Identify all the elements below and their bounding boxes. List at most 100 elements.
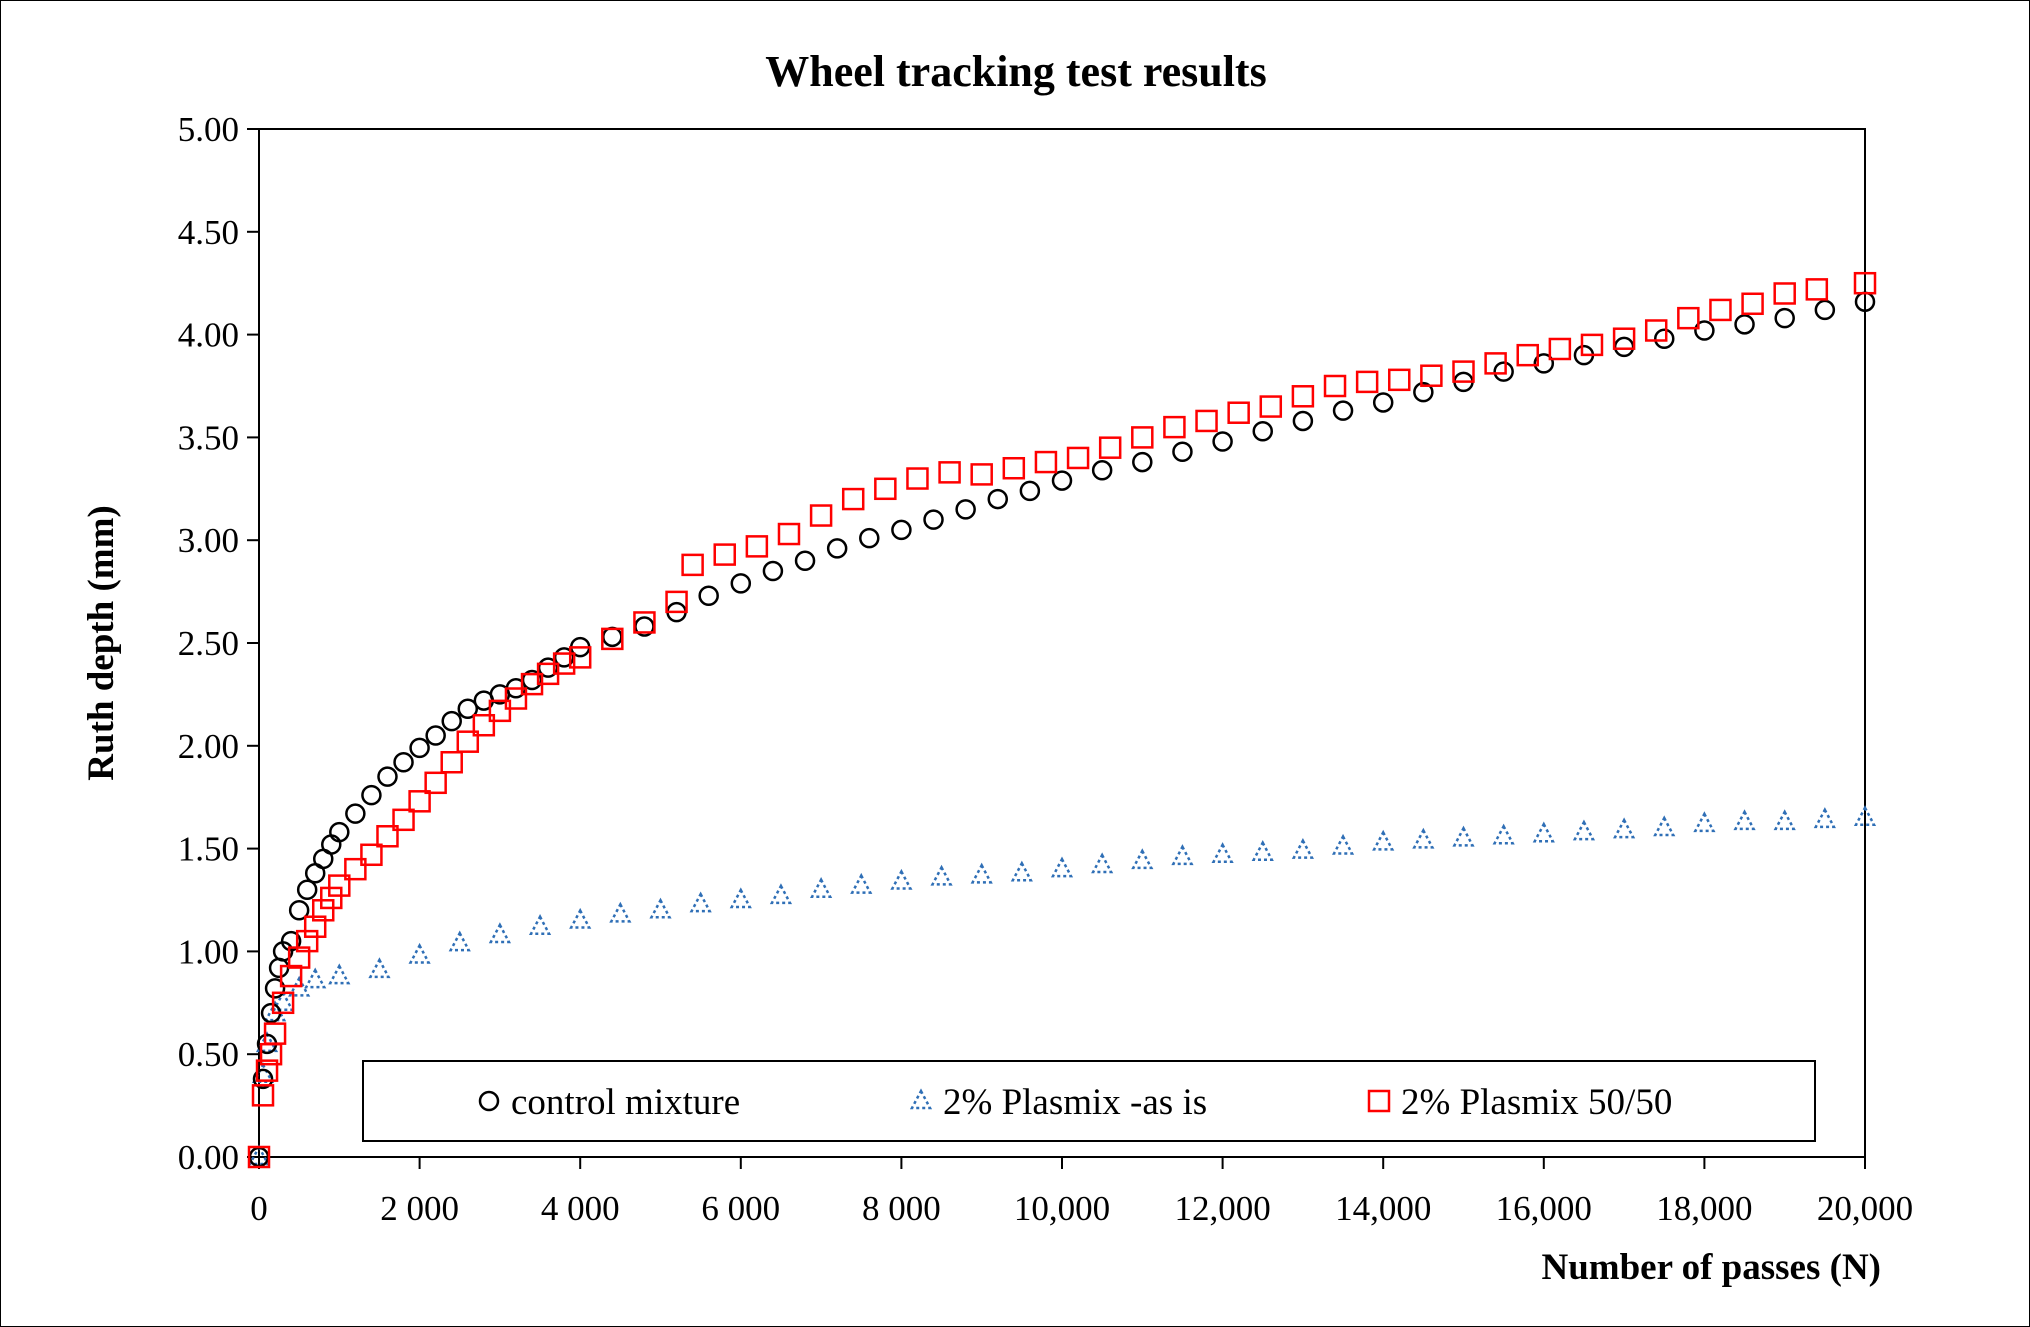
data-point: [689, 891, 712, 913]
data-point: [488, 922, 511, 944]
data-point: [1612, 327, 1636, 350]
data-point: [1492, 823, 1515, 845]
data-point: [345, 803, 366, 824]
data-point: [264, 978, 286, 999]
data-point: [1131, 426, 1154, 449]
data-point: [329, 821, 350, 843]
data-point: [1259, 395, 1283, 418]
legend-marker: [478, 1090, 500, 1112]
data-point: [1644, 319, 1668, 342]
data-point: [1172, 441, 1193, 463]
data-point: [698, 585, 719, 606]
data-point: [568, 646, 592, 669]
x-tick-label: 18,000: [1656, 1189, 1752, 1228]
data-point: [681, 553, 704, 577]
legend-box: [362, 1060, 1816, 1142]
x-tick-label: 12,000: [1174, 1189, 1270, 1228]
x-tick-label: 6 000: [701, 1189, 780, 1228]
data-point: [1653, 815, 1676, 837]
data-point: [810, 877, 833, 898]
data-point: [938, 461, 961, 484]
data-point: [1019, 480, 1041, 502]
data-point: [1227, 401, 1250, 424]
y-tick-label: 1.50: [178, 830, 239, 869]
data-point: [1332, 400, 1354, 421]
data-point: [1741, 292, 1764, 316]
data-point: [268, 957, 290, 979]
data-point: [1091, 852, 1114, 874]
y-axis-title: Ruth depth (mm): [81, 505, 122, 780]
x-tick-label: 2 000: [380, 1189, 459, 1228]
data-point: [320, 886, 343, 910]
x-tick-label: 16,000: [1496, 1189, 1592, 1228]
data-point: [850, 872, 873, 894]
data-point: [1677, 306, 1700, 330]
x-tick-label: 14,000: [1335, 1189, 1431, 1228]
data-point: [288, 900, 310, 921]
data-point: [368, 957, 391, 979]
data-point: [472, 713, 496, 737]
data-point: [1814, 299, 1836, 321]
data-point: [1291, 385, 1315, 408]
data-point: [874, 477, 897, 501]
data-point: [1132, 451, 1153, 473]
data-point: [280, 930, 302, 952]
data-point: [441, 710, 462, 732]
data-point: [809, 504, 833, 527]
data-point: [794, 550, 816, 572]
data-point: [1251, 840, 1274, 861]
data-point: [1693, 811, 1716, 833]
data-point: [247, 1145, 271, 1169]
data-point: [255, 1059, 279, 1082]
data-point: [1613, 336, 1635, 358]
x-tick-label: 10,000: [1014, 1189, 1110, 1228]
data-point: [859, 527, 880, 549]
x-tick-label: 4 000: [541, 1189, 620, 1228]
legend: control mixture 2% Plasmix -as is 2% Plasm…: [362, 1060, 1816, 1142]
data-point: [1533, 353, 1555, 374]
data-point: [1853, 271, 1877, 295]
data-point: [955, 499, 976, 520]
data-point: [440, 750, 463, 774]
chart-title: Wheel tracking test results: [765, 47, 1266, 96]
data-point: [504, 687, 528, 710]
data-point: [1813, 807, 1836, 829]
data-point: [252, 1068, 274, 1090]
data-point: [1050, 856, 1074, 878]
y-tick-label: 4.50: [178, 213, 239, 252]
data-point: [1532, 821, 1555, 843]
data-point: [1034, 450, 1058, 474]
y-tick-label: 2.50: [178, 624, 239, 663]
data-point: [1331, 833, 1355, 855]
data-point: [409, 737, 430, 759]
data-point: [906, 467, 929, 490]
data-point: [393, 751, 414, 773]
data-point: [1323, 374, 1347, 398]
legend-marker: [1367, 1089, 1391, 1113]
data-point: [890, 868, 913, 890]
data-point: [1372, 829, 1395, 851]
data-point: [303, 915, 327, 938]
data-point: [970, 463, 993, 486]
data-point: [361, 784, 382, 806]
data-point: [1010, 860, 1033, 882]
data-point: [1734, 314, 1755, 335]
data-point: [1613, 817, 1636, 839]
data-point: [729, 887, 752, 909]
series-layer: [247, 271, 1877, 1169]
data-point: [1412, 827, 1435, 849]
data-point: [1002, 456, 1026, 480]
data-point: [762, 560, 784, 582]
data-point: [392, 808, 415, 832]
data-point: [1774, 307, 1795, 329]
legend-label: 2% Plasmix 50/50: [1401, 1082, 1672, 1123]
data-point: [1195, 409, 1218, 433]
data-point: [1252, 420, 1273, 442]
data-point: [1805, 278, 1829, 301]
data-point: [456, 730, 480, 753]
data-point: [295, 929, 319, 953]
data-point: [1388, 368, 1411, 392]
x-tick-label: 20,000: [1817, 1189, 1913, 1228]
